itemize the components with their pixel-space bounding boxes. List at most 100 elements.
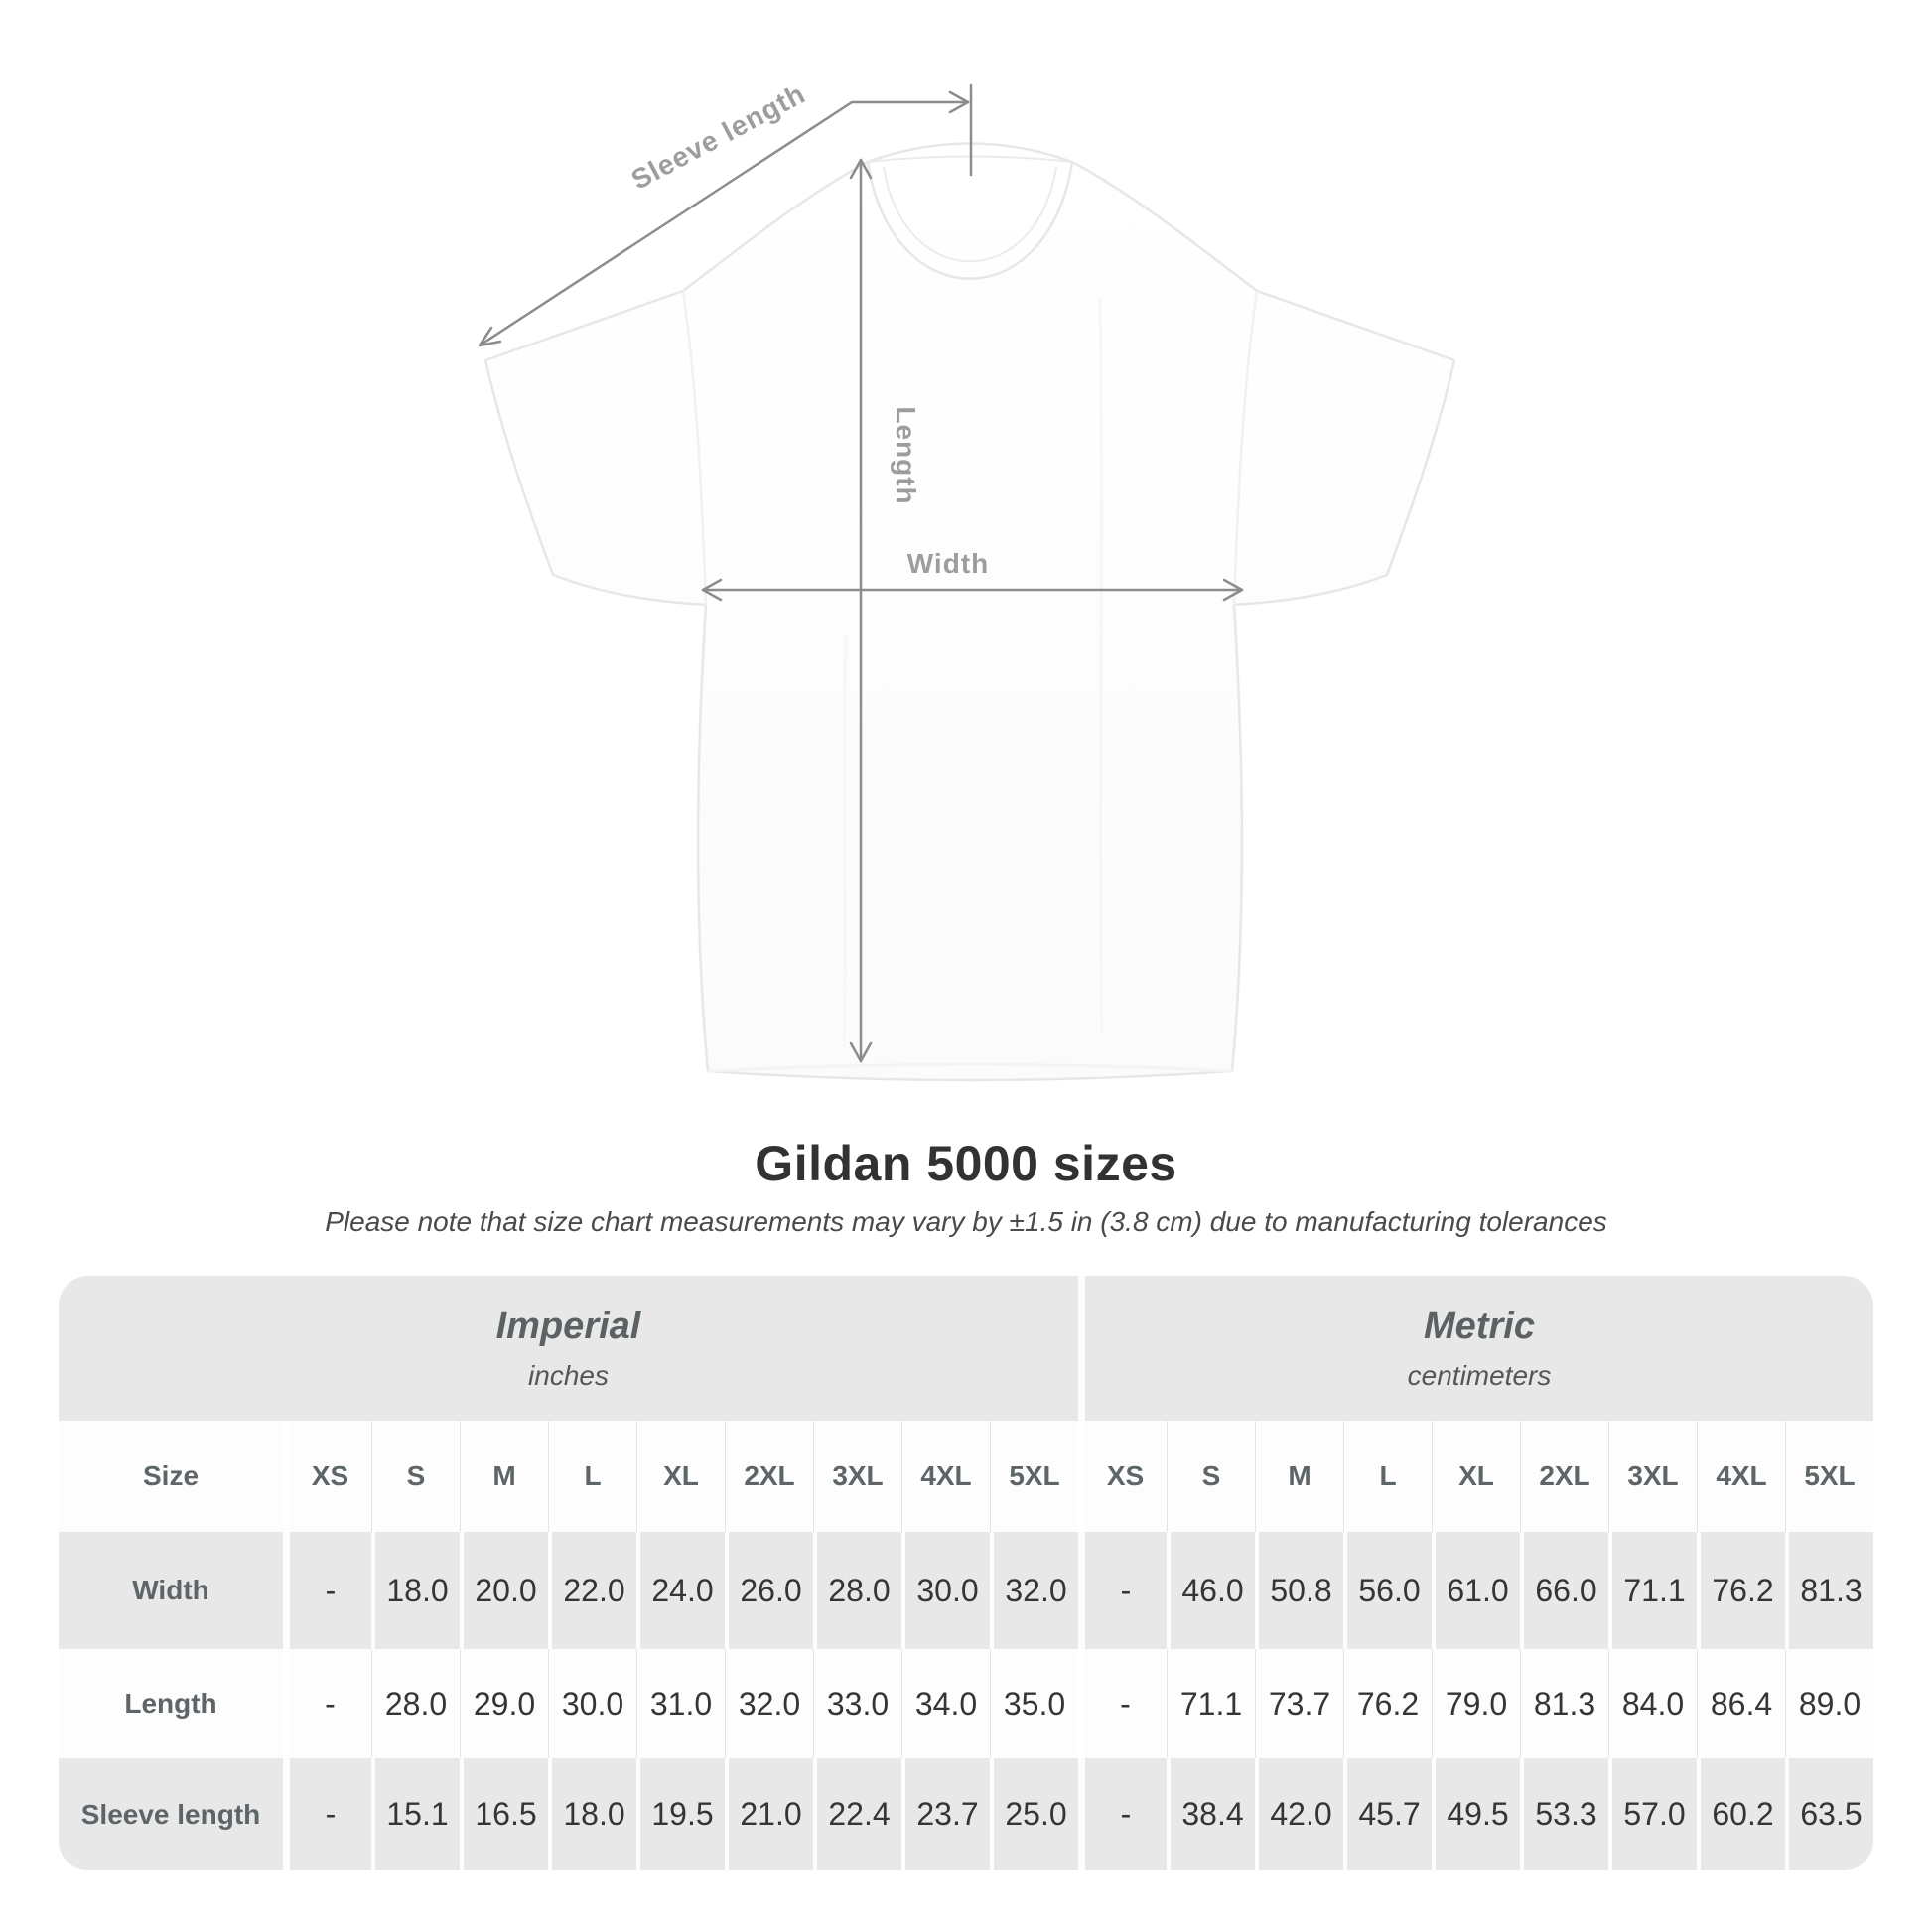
width-value: 24.0 — [636, 1532, 725, 1649]
length-value: 79.0 — [1432, 1649, 1520, 1758]
imperial-unit: inches — [528, 1359, 609, 1391]
width-value: 20.0 — [460, 1532, 548, 1649]
size-col-header: S — [1167, 1421, 1255, 1532]
sleeve-value: 21.0 — [725, 1758, 813, 1870]
sleeve-value: 18.0 — [548, 1758, 636, 1870]
length-row: Length - 28.0 29.0 30.0 31.0 32.0 33.0 3… — [59, 1649, 1873, 1758]
length-value: 73.7 — [1255, 1649, 1343, 1758]
size-col-header: XL — [1432, 1421, 1520, 1532]
sleeve-value: 23.7 — [901, 1758, 990, 1870]
width-value: - — [283, 1532, 371, 1649]
sleeve-value: 25.0 — [990, 1758, 1078, 1870]
page-subtitle: Please note that size chart measurements… — [325, 1206, 1607, 1237]
width-value: - — [1078, 1532, 1167, 1649]
size-col-header: 3XL — [813, 1421, 901, 1532]
width-value: 56.0 — [1343, 1532, 1432, 1649]
imperial-group-header: Imperial inches — [59, 1276, 1078, 1421]
metric-unit: centimeters — [1407, 1359, 1552, 1391]
size-header-row: Size XS S M L XL 2XL 3XL 4XL 5XL XS S M … — [59, 1421, 1873, 1532]
sleeve-value: - — [1078, 1758, 1167, 1870]
width-value: 28.0 — [813, 1532, 901, 1649]
size-header-label: Size — [142, 1460, 200, 1491]
sleeve-length-label: Sleeve length — [626, 78, 810, 196]
sleeve-value: 16.5 — [460, 1758, 548, 1870]
sleeve-value: - — [283, 1758, 371, 1870]
sleeve-value: 45.7 — [1343, 1758, 1432, 1870]
tshirt-graphic — [483, 142, 1456, 1082]
length-value: - — [1078, 1649, 1167, 1758]
size-col-header: 4XL — [901, 1421, 990, 1532]
width-value: 81.3 — [1785, 1532, 1873, 1649]
collar-outline — [866, 161, 1074, 280]
length-value: 32.0 — [725, 1649, 813, 1758]
width-value: 76.2 — [1697, 1532, 1785, 1649]
sleeve-value: 49.5 — [1432, 1758, 1520, 1870]
sleeve-value: 53.3 — [1520, 1758, 1608, 1870]
size-col-header: S — [371, 1421, 460, 1532]
length-value: 86.4 — [1697, 1649, 1785, 1758]
length-row-label: Length — [124, 1688, 217, 1719]
length-value: 81.3 — [1520, 1649, 1608, 1758]
width-row: Width - 18.0 20.0 22.0 24.0 26.0 28.0 30… — [59, 1532, 1873, 1649]
length-value: 28.0 — [371, 1649, 460, 1758]
width-value: 32.0 — [990, 1532, 1078, 1649]
length-value: 30.0 — [548, 1649, 636, 1758]
size-col-header: 2XL — [725, 1421, 813, 1532]
width-value: 22.0 — [548, 1532, 636, 1649]
tshirt-diagram-svg: Sleeve length Length Width — [478, 78, 1456, 1082]
imperial-title: Imperial — [495, 1305, 641, 1347]
width-value: 61.0 — [1432, 1532, 1520, 1649]
size-col-header: 3XL — [1608, 1421, 1697, 1532]
length-value: 34.0 — [901, 1649, 990, 1758]
sleeve-row-label: Sleeve length — [80, 1798, 261, 1830]
size-col-header: 4XL — [1697, 1421, 1785, 1532]
length-value: 33.0 — [813, 1649, 901, 1758]
metric-title: Metric — [1424, 1305, 1535, 1347]
size-col-header: M — [1255, 1421, 1343, 1532]
size-col-header: XL — [636, 1421, 725, 1532]
sleeve-value: 19.5 — [636, 1758, 725, 1870]
width-value: 30.0 — [901, 1532, 990, 1649]
length-value: 89.0 — [1785, 1649, 1873, 1758]
metric-group-header: Metric centimeters — [1078, 1276, 1873, 1421]
length-value: 31.0 — [636, 1649, 725, 1758]
sleeve-length-arrow — [478, 83, 973, 347]
units-header-row: Imperial inches Metric centimeters — [59, 1276, 1873, 1421]
size-col-header: L — [548, 1421, 636, 1532]
sleeve-value: 57.0 — [1608, 1758, 1697, 1870]
width-label: Width — [907, 548, 990, 579]
tshirt-diagram: Sleeve length Length Width — [478, 78, 1456, 1082]
length-arrow — [849, 158, 873, 1063]
size-col-header: L — [1343, 1421, 1432, 1532]
length-value: 35.0 — [990, 1649, 1078, 1758]
width-value: 66.0 — [1520, 1532, 1608, 1649]
width-value: 50.8 — [1255, 1532, 1343, 1649]
width-value: 18.0 — [371, 1532, 460, 1649]
length-value: 76.2 — [1343, 1649, 1432, 1758]
page-title: Gildan 5000 sizes — [755, 1136, 1177, 1191]
size-col-header: M — [460, 1421, 548, 1532]
sleeve-value: 38.4 — [1167, 1758, 1255, 1870]
sleeve-value: 22.4 — [813, 1758, 901, 1870]
width-value: 26.0 — [725, 1532, 813, 1649]
width-value: 71.1 — [1608, 1532, 1697, 1649]
sleeve-value: 15.1 — [371, 1758, 460, 1870]
sleeve-value: 63.5 — [1785, 1758, 1873, 1870]
size-chart-table: Imperial inches Metric centimeters Size … — [59, 1276, 1873, 1870]
sleeve-length-row: Sleeve length - 15.1 16.5 18.0 19.5 21.0… — [59, 1758, 1873, 1870]
width-arrow — [701, 578, 1244, 602]
sleeve-value: 60.2 — [1697, 1758, 1785, 1870]
length-value: - — [283, 1649, 371, 1758]
size-col-header: 2XL — [1520, 1421, 1608, 1532]
size-col-header: 5XL — [1785, 1421, 1873, 1532]
length-value: 84.0 — [1608, 1649, 1697, 1758]
size-col-header: 5XL — [990, 1421, 1078, 1532]
length-value: 71.1 — [1167, 1649, 1255, 1758]
size-col-header: XS — [283, 1421, 371, 1532]
length-value: 29.0 — [460, 1649, 548, 1758]
size-col-header: XS — [1078, 1421, 1167, 1532]
width-value: 46.0 — [1167, 1532, 1255, 1649]
length-label: Length — [891, 406, 921, 504]
width-row-label: Width — [132, 1575, 209, 1605]
sleeve-value: 42.0 — [1255, 1758, 1343, 1870]
